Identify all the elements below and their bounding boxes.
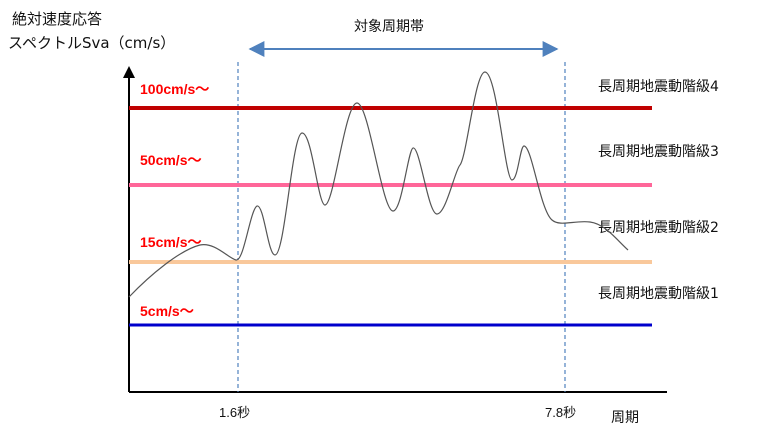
threshold-label-15: 15cm/s〜 xyxy=(140,234,201,250)
tick-label-7-8: 7.8秒 xyxy=(545,405,576,420)
y-axis-title-line1: 絶対速度応答 xyxy=(12,10,102,28)
threshold-label-5: 5cm/s〜 xyxy=(140,303,194,319)
threshold-label-100: 100cm/s〜 xyxy=(140,81,209,97)
threshold-label-50: 50cm/s〜 xyxy=(140,152,201,168)
class-label-4: 長周期地震動階級4 xyxy=(598,79,719,95)
class-label-2: 長周期地震動階級2 xyxy=(598,220,719,236)
class-label-3: 長周期地震動階級3 xyxy=(598,144,719,160)
target-period-label: 対象周期帯 xyxy=(354,19,424,35)
y-axis-title-line2: スペクトルSva（cm/s） xyxy=(8,34,175,52)
response-spectrum-curve xyxy=(128,71,629,298)
class-label-1: 長周期地震動階級1 xyxy=(598,286,719,302)
y-axis-arrowhead xyxy=(123,66,135,78)
x-axis-title: 周期 xyxy=(611,410,639,426)
tick-label-1-6: 1.6秒 xyxy=(219,405,250,420)
